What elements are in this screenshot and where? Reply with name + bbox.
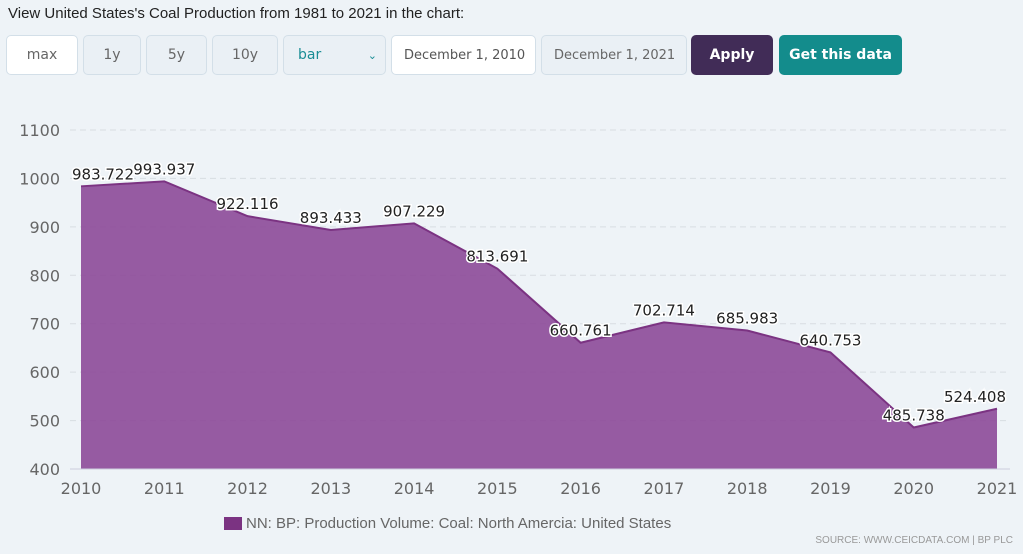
data-label: 702.714 <box>633 301 695 319</box>
data-label: 993.937 <box>133 160 195 178</box>
start-date-input[interactable]: December 1, 2010 <box>391 35 536 75</box>
data-label: 813.691 <box>466 248 528 266</box>
chart-type-select[interactable]: bar ⌄ <box>283 35 386 75</box>
series-area <box>81 181 997 469</box>
page-title: View United States's Coal Production fro… <box>8 5 465 22</box>
y-tick-label: 500 <box>29 412 60 431</box>
data-label: 685.983 <box>716 310 778 328</box>
series-line <box>80 180 998 429</box>
x-tick-label: 2012 <box>227 479 268 498</box>
y-tick-label: 800 <box>29 266 60 285</box>
range-max-button[interactable]: max <box>6 35 78 75</box>
x-tick-label: 2021 <box>977 479 1018 498</box>
chevron-down-icon: ⌄ <box>367 48 377 62</box>
y-tick-label: 600 <box>29 363 60 382</box>
data-label: 660.761 <box>550 322 612 340</box>
y-tick-label: 700 <box>29 315 60 334</box>
get-data-button[interactable]: Get this data <box>779 35 902 75</box>
legend-swatch <box>224 517 242 530</box>
x-tick-label: 2011 <box>144 479 185 498</box>
x-tick-label: 2019 <box>810 479 851 498</box>
x-tick-label: 2018 <box>727 479 768 498</box>
x-tick-label: 2020 <box>893 479 934 498</box>
data-label: 893.433 <box>300 209 362 227</box>
range-5y-button[interactable]: 5y <box>146 35 207 75</box>
range-1y-button[interactable]: 1y <box>83 35 141 75</box>
range-10y-button[interactable]: 10y <box>212 35 278 75</box>
y-tick-label: 400 <box>29 460 60 479</box>
legend[interactable]: NN: BP: Production Volume: Coal: North A… <box>224 515 671 532</box>
x-tick-label: 2013 <box>310 479 351 498</box>
data-label: 922.116 <box>217 195 279 213</box>
y-tick-label: 900 <box>29 218 60 237</box>
chart-type-value: bar <box>298 47 322 63</box>
y-tick-label: 1100 <box>19 121 60 140</box>
end-date-input[interactable]: December 1, 2021 <box>541 35 687 75</box>
x-tick-label: 2014 <box>394 479 435 498</box>
source-note: SOURCE: WWW.CEICDATA.COM | BP PLC <box>815 535 1013 546</box>
data-label: 983.722 <box>72 165 134 183</box>
data-label: 485.738 <box>883 406 945 424</box>
data-label: 524.408 <box>944 388 1006 406</box>
data-label: 907.229 <box>383 202 445 220</box>
y-tick-label: 1000 <box>19 169 60 188</box>
x-tick-label: 2016 <box>560 479 601 498</box>
legend-label: NN: BP: Production Volume: Coal: North A… <box>246 515 672 532</box>
x-tick-label: 2017 <box>644 479 685 498</box>
data-label: 640.753 <box>799 331 861 349</box>
x-tick-label: 2015 <box>477 479 518 498</box>
apply-button[interactable]: Apply <box>691 35 773 75</box>
x-tick-label: 2010 <box>61 479 102 498</box>
